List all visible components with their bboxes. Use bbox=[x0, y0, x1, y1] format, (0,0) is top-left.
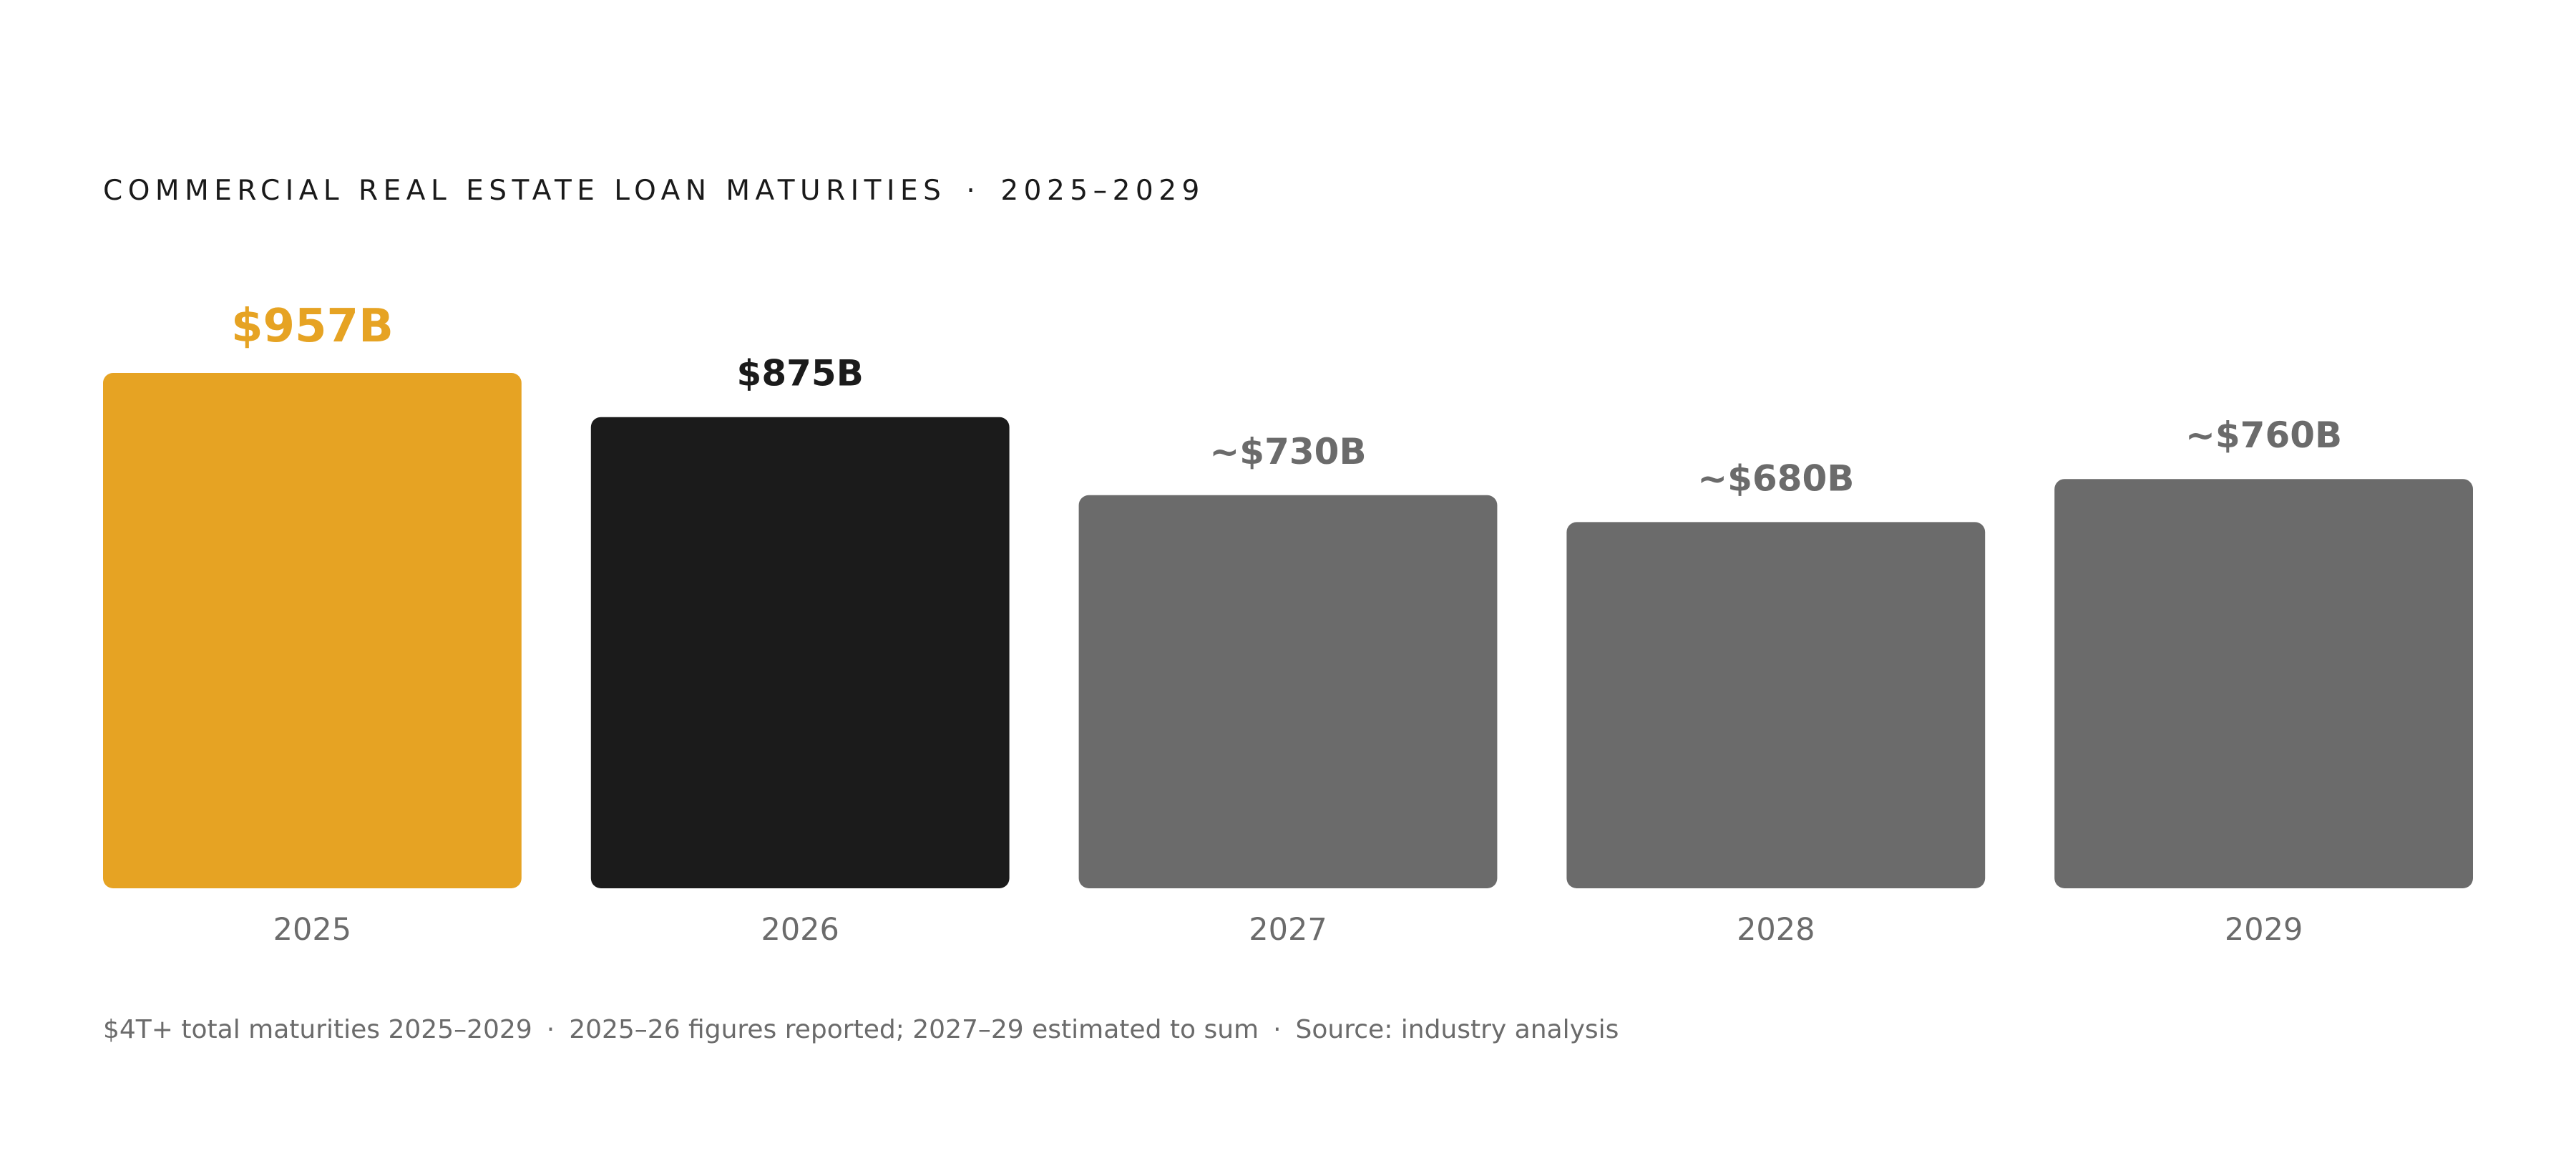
bar-2029 bbox=[2054, 479, 2473, 888]
footnote-separator-1: · bbox=[546, 1015, 555, 1044]
bar-2026 bbox=[590, 417, 1010, 888]
category-label-2025: 2025 bbox=[273, 912, 351, 948]
category-label-2028: 2028 bbox=[1737, 912, 1815, 948]
footnote-method: 2025–26 figures reported; 2027–29 estima… bbox=[569, 1015, 1259, 1044]
value-label-2028: ~$680B bbox=[1697, 457, 1854, 499]
chart-subtitle: 2025–2029 bbox=[1000, 175, 1205, 207]
value-label-2025: $957B bbox=[231, 300, 394, 353]
bar-2025 bbox=[103, 373, 522, 888]
chart-title-text: COMMERCIAL REAL ESTATE LOAN MATURITIES bbox=[103, 175, 947, 207]
footnote-separator-2: · bbox=[1273, 1015, 1282, 1044]
category-label-2026: 2026 bbox=[761, 912, 839, 948]
chart-title: COMMERCIAL REAL ESTATE LOAN MATURITIES · 2… bbox=[103, 175, 1205, 207]
footnote: $4T+ total maturities 2025–2029 · 2025–26 … bbox=[103, 1015, 1619, 1044]
bar-2028 bbox=[1566, 522, 1986, 888]
category-label-2029: 2029 bbox=[2225, 912, 2303, 948]
value-label-2029: ~$760B bbox=[2185, 414, 2342, 456]
category-label-2027: 2027 bbox=[1249, 912, 1327, 948]
title-separator: · bbox=[966, 175, 981, 207]
footnote-source: Source: industry analysis bbox=[1295, 1015, 1619, 1044]
footnote-total: $4T+ total maturities 2025–2029 bbox=[103, 1015, 532, 1044]
bar-2027 bbox=[1078, 495, 1498, 888]
value-label-2027: ~$730B bbox=[1209, 431, 1366, 472]
value-label-2026: $875B bbox=[737, 353, 864, 394]
